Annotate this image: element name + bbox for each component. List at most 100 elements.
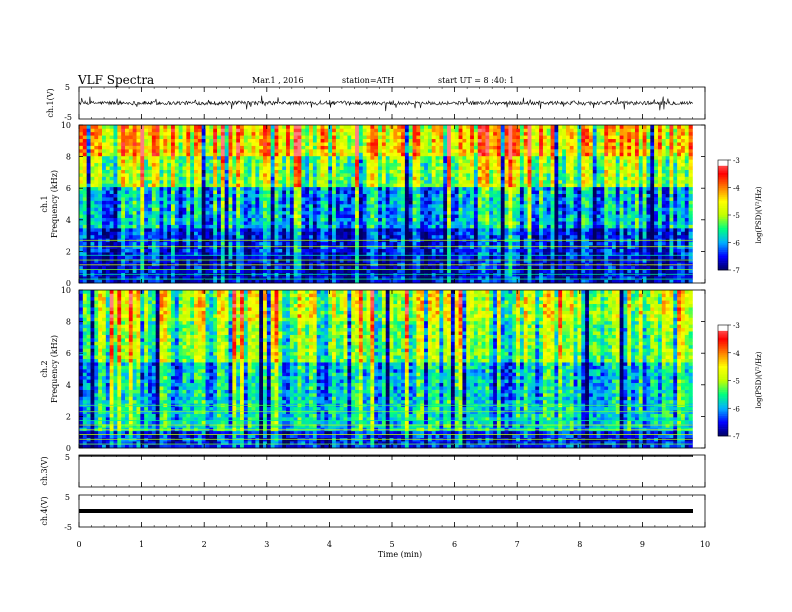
ch1-spec-cell	[389, 138, 394, 143]
ch1-spec-cell	[251, 166, 256, 170]
ch1-spec-cell	[270, 241, 275, 246]
ch1-spec-cell	[109, 255, 114, 260]
ch1-spec-cell	[297, 276, 302, 280]
ch1-spec-cell	[324, 252, 329, 256]
ch1-spec-cell	[328, 262, 333, 267]
ch1-spec-cell	[462, 207, 467, 212]
ch1-spec-cell	[450, 228, 456, 232]
ch1-spec-cell	[182, 231, 187, 236]
ch1-spec-cell	[186, 221, 191, 225]
ch1-spec-cell	[178, 125, 183, 129]
ch1-spec-cell	[420, 221, 425, 225]
ch1-spec-cell	[389, 265, 394, 270]
ch1-spec-cell	[370, 252, 375, 256]
ch1-spec-cell	[493, 231, 498, 236]
ch1-spec-cell	[251, 179, 256, 184]
ch1-spec-cell	[171, 128, 176, 133]
ch1-spec-cell	[358, 252, 364, 256]
ch1-spec-cell	[339, 169, 344, 174]
ch1-spec-cell	[366, 155, 371, 160]
ch1-spec-cell	[370, 265, 375, 270]
ch1-spec-cell	[355, 269, 360, 273]
ch1-spec-cell	[155, 149, 160, 153]
ch1-spec-cell	[270, 128, 275, 133]
ch1-spec-cell	[128, 241, 133, 246]
ch1-spec-cell	[389, 152, 394, 157]
ch1-spec-cell	[320, 248, 325, 253]
ch1-spec-cell	[297, 221, 302, 225]
ch1-spec-cell	[358, 179, 364, 184]
ch1-spec-cell	[416, 221, 421, 225]
ch1-spec-cell	[151, 221, 156, 225]
ch1-spec-cell	[293, 183, 298, 188]
ch1-spec-cell	[355, 173, 360, 177]
ch1-spec-cell	[343, 179, 348, 184]
ch1-spec-cell	[282, 234, 287, 239]
ch1-spec-cell	[358, 125, 364, 129]
ch1-spec-cell	[324, 204, 329, 208]
ch1-spec-cell	[462, 255, 467, 260]
ch1-spec-cell	[190, 159, 195, 164]
ch1-spec-cell	[274, 279, 279, 284]
ch1-spec-cell	[397, 169, 402, 174]
ch1-spec-cell	[462, 262, 467, 267]
ch1-spec-cell	[362, 265, 367, 270]
ch1-spec-cell	[159, 262, 164, 267]
ch1-spec-cell	[401, 131, 406, 136]
ch1-spec-cell	[297, 207, 302, 212]
ch1-spec-cell	[174, 269, 179, 273]
ch1-spec-cell	[450, 248, 456, 253]
ch1-spec-cell	[270, 159, 275, 164]
ch1-spec-cell	[228, 265, 233, 270]
ch1-spec-cell	[263, 262, 268, 267]
ch1-spec-cell	[232, 190, 237, 194]
ch1-spec-cell	[324, 197, 329, 201]
ch1-spec-cell	[370, 131, 375, 136]
ch1-spec-cell	[144, 179, 149, 184]
ch1-spec-cell	[374, 200, 379, 205]
ch1-spec-cell	[159, 131, 164, 136]
ch1-spec-cell	[374, 258, 379, 263]
ch1-spec-cell	[289, 142, 295, 146]
ch1-spec-cell	[362, 214, 367, 219]
ch1-spec-cell	[385, 248, 390, 253]
ch1-spec-cell	[351, 228, 356, 232]
ch1-spec-cell	[213, 183, 218, 188]
ch1-spec-cell	[374, 224, 379, 229]
ch1-spec-cell	[197, 255, 202, 260]
ch1-spec-cell	[282, 269, 287, 273]
ch1-spec-cell	[408, 241, 413, 246]
ch1-spec-cell	[316, 135, 321, 140]
ch1-spec-cell	[259, 234, 264, 239]
ch1-spec-cell	[132, 135, 137, 140]
ch1-spec-cell	[301, 207, 306, 212]
ch1-spec-cell	[489, 248, 494, 253]
ch1-spec-cell	[213, 258, 218, 263]
ch1-spec-cell	[343, 142, 348, 146]
ch1-spec-cell	[420, 186, 425, 191]
ch1-spec-cell	[190, 152, 195, 157]
ch1-spec-cell	[309, 152, 314, 157]
ch1-spec-cell	[447, 128, 452, 133]
ch1-spec-cell	[470, 173, 475, 177]
ch1-spec-cell	[286, 255, 291, 260]
ch1-spec-cell	[412, 128, 417, 133]
ch1-spec-cell	[416, 258, 421, 263]
ch1-spec-cell	[167, 138, 172, 143]
ch1-spec-cell	[113, 204, 118, 208]
ch1-spec-cell	[125, 142, 130, 146]
ch1-spec-cell	[190, 186, 195, 191]
ch1-spec-cell	[366, 173, 371, 177]
ch1-spec-cell	[194, 152, 199, 157]
ch1-spec-cell	[289, 138, 295, 143]
ch1-spec-cell	[98, 204, 103, 208]
ch1-spec-cell	[481, 221, 486, 225]
ch1-spec-cell	[243, 258, 248, 263]
ch1-spec-cell	[462, 279, 467, 284]
ch1-spec-cell	[240, 190, 245, 194]
ch1-spec-cell	[408, 214, 413, 219]
ch1-spec-cell	[236, 279, 241, 284]
ch1-spec-cell	[374, 152, 379, 157]
ch1-spec-cell	[274, 138, 279, 143]
ch1-spec-cell	[362, 241, 367, 246]
